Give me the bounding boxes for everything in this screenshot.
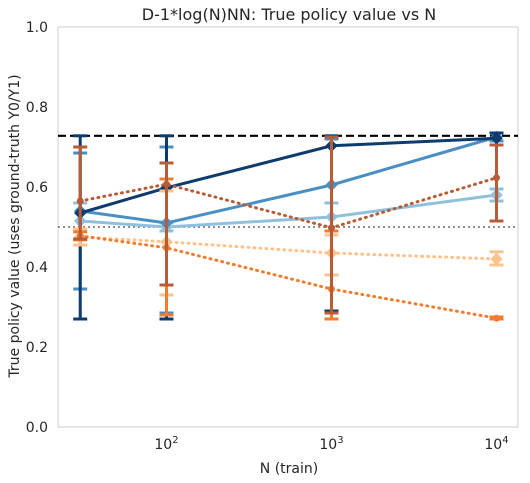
y-tick-label: 0.4 <box>26 260 48 276</box>
data-point-marker <box>162 180 170 188</box>
x-axis-ticks: 102 103 104 <box>154 435 508 453</box>
series-group <box>73 135 504 315</box>
x-tick-label: 102 <box>154 435 178 453</box>
x-tick-label: 103 <box>319 435 343 453</box>
series-layer <box>73 130 504 322</box>
reference-lines <box>58 134 518 228</box>
x-tick-label: 104 <box>484 435 508 453</box>
series-line <box>78 235 498 261</box>
chart-title: D-1*log(N)NN: True policy value vs N <box>142 5 436 24</box>
y-axis-label: True policy value (uses ground-truth Y0/… <box>7 74 23 378</box>
data-point-marker <box>490 252 503 266</box>
y-tick-label: 0.2 <box>26 340 48 356</box>
data-point-marker <box>492 314 500 322</box>
series-line <box>78 135 498 225</box>
y-tick-label: 0.8 <box>26 100 48 116</box>
data-point-marker <box>76 197 84 205</box>
data-point-marker <box>492 174 500 182</box>
series-line <box>78 176 498 230</box>
y-axis-ticks: 0.0 0.2 0.4 0.6 0.8 1.0 <box>26 20 48 436</box>
data-point-marker <box>327 224 335 232</box>
y-tick-label: 0.6 <box>26 180 48 196</box>
series-line <box>78 193 498 229</box>
x-axis-label: N (train) <box>260 461 318 477</box>
y-tick-label: 1.0 <box>26 20 48 36</box>
y-tick-label: 0.0 <box>26 420 48 436</box>
series-line <box>78 136 498 215</box>
series-line <box>78 234 498 320</box>
